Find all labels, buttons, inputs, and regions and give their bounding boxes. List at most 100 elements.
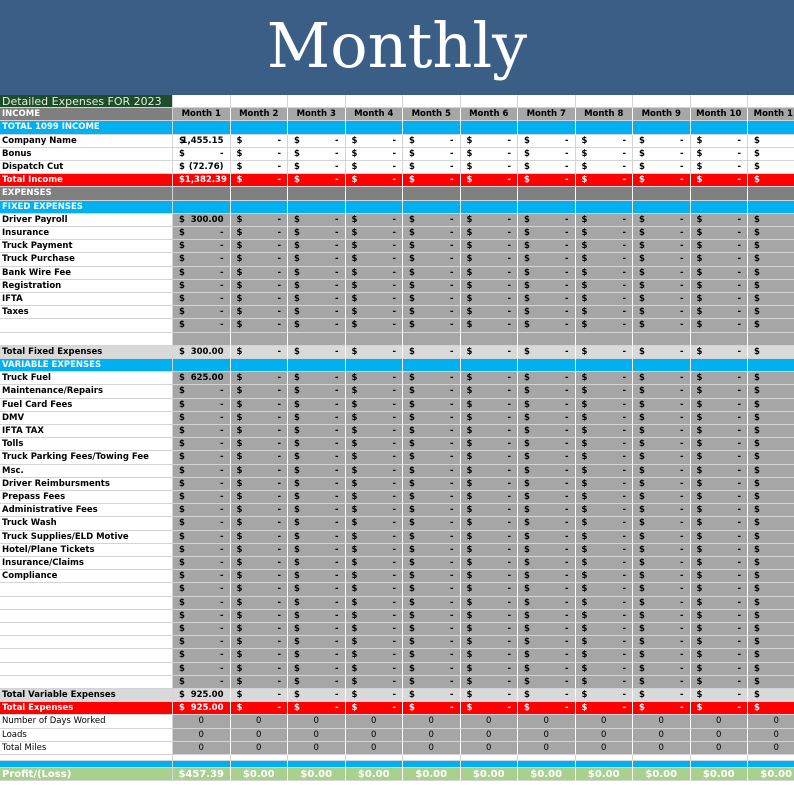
row-label	[0, 623, 173, 637]
amount: -	[737, 386, 741, 397]
amount: -	[449, 228, 454, 238]
cell: Month 2	[230, 108, 288, 122]
cell: $-	[230, 662, 288, 676]
amount: -	[507, 650, 511, 661]
currency-symbol: $	[524, 663, 530, 674]
cell: $-	[403, 636, 461, 650]
cell: $-	[230, 623, 288, 637]
amount: -	[449, 690, 454, 700]
amount: -	[219, 624, 224, 634]
currency-symbol: $	[351, 162, 358, 172]
cell: $-	[345, 306, 403, 320]
row-label: Detailed Expenses FOR 2023	[0, 95, 173, 109]
currency-symbol: $	[466, 214, 473, 225]
cell: $-	[460, 266, 518, 280]
cell: $-	[460, 662, 518, 676]
cell: $-	[345, 609, 403, 623]
currency-symbol: $	[236, 346, 243, 357]
currency-symbol: $	[581, 703, 588, 714]
currency-symbol: $	[409, 663, 415, 674]
currency-symbol: $	[236, 320, 243, 331]
currency-symbol: $	[696, 492, 703, 502]
currency-symbol: $	[179, 518, 185, 529]
amount: -	[737, 320, 741, 331]
currency-symbol: $	[639, 280, 645, 291]
cell: $-	[173, 411, 231, 425]
currency-symbol: $	[179, 637, 185, 648]
cell: $-	[345, 174, 403, 188]
sheet-row: Taxes$-$-$-$-$-$-$-$-$-$-$-	[0, 306, 794, 320]
cell: $-	[518, 253, 576, 267]
amount: -	[449, 162, 454, 172]
cell: $-	[288, 227, 346, 241]
amount: -	[449, 637, 454, 648]
currency-symbol: $	[466, 597, 473, 608]
cell: $-	[518, 609, 576, 623]
cell: $-	[460, 385, 518, 399]
currency-symbol: $	[639, 399, 645, 410]
row-label: INCOME	[0, 108, 173, 122]
currency-symbol: $	[179, 439, 185, 450]
currency-symbol: $	[351, 571, 358, 582]
cell: $-	[288, 438, 346, 452]
amount: -	[449, 558, 454, 568]
cell: $300.00	[173, 345, 231, 359]
sheet-row: Truck Supplies/ELD Motive $ - $ - $ - $ - $ - $ - $ - $…	[0, 530, 794, 544]
currency-symbol: $	[466, 346, 473, 357]
amount: -	[277, 558, 281, 568]
currency-symbol: $	[696, 399, 703, 410]
sheet-row	[0, 761, 794, 768]
cell: $-	[403, 398, 461, 412]
amount: -	[564, 267, 569, 278]
amount: -	[564, 346, 569, 357]
amount: -	[507, 452, 511, 463]
cell: $-	[403, 623, 461, 637]
cell	[518, 187, 576, 201]
currency-symbol: $	[179, 307, 185, 318]
currency-symbol: $	[294, 452, 300, 463]
currency-symbol: $	[409, 346, 415, 357]
currency-symbol: $	[581, 690, 588, 700]
cell	[690, 121, 748, 135]
cell: $-	[345, 557, 403, 571]
amount: -	[219, 478, 224, 489]
currency-symbol: $	[409, 676, 415, 687]
cell: $-	[575, 438, 633, 452]
currency-symbol: $	[294, 294, 300, 304]
currency-symbol: $	[409, 135, 415, 146]
cell: $-	[345, 689, 403, 703]
amount: -	[392, 518, 396, 529]
amount: -	[507, 558, 511, 568]
cell	[518, 121, 576, 135]
amount: -	[449, 703, 454, 714]
currency-symbol: $	[754, 241, 760, 252]
amount: -	[449, 307, 454, 318]
currency-symbol: $	[179, 148, 185, 159]
amount: -	[679, 650, 684, 661]
cell: $-	[460, 134, 518, 148]
amount: -	[507, 465, 511, 476]
cell: $-	[173, 662, 231, 676]
cell: $-	[460, 425, 518, 439]
amount: -	[219, 637, 224, 648]
currency-symbol: $	[581, 307, 588, 318]
sheet-row: Total Fixed Expenses $300.00 $ - $ - $ - $ - $ - $ - $…	[0, 345, 794, 359]
amount: -	[277, 637, 281, 648]
amount: -	[679, 624, 684, 634]
row-label	[0, 596, 173, 610]
cell: $-	[403, 491, 461, 505]
amount: -	[277, 703, 281, 714]
amount: -	[334, 663, 339, 674]
currency-symbol: $	[294, 175, 300, 186]
cell: $-	[575, 306, 633, 320]
amount: 300.00	[190, 346, 224, 357]
cell: $-	[288, 464, 346, 478]
amount: -	[392, 584, 396, 595]
currency-symbol: $	[696, 267, 703, 278]
cell: $-	[633, 675, 691, 689]
amount: -	[334, 307, 339, 318]
cell: 0	[345, 728, 403, 742]
row-label: Tolls	[0, 438, 173, 452]
currency-symbol: $	[696, 280, 703, 291]
